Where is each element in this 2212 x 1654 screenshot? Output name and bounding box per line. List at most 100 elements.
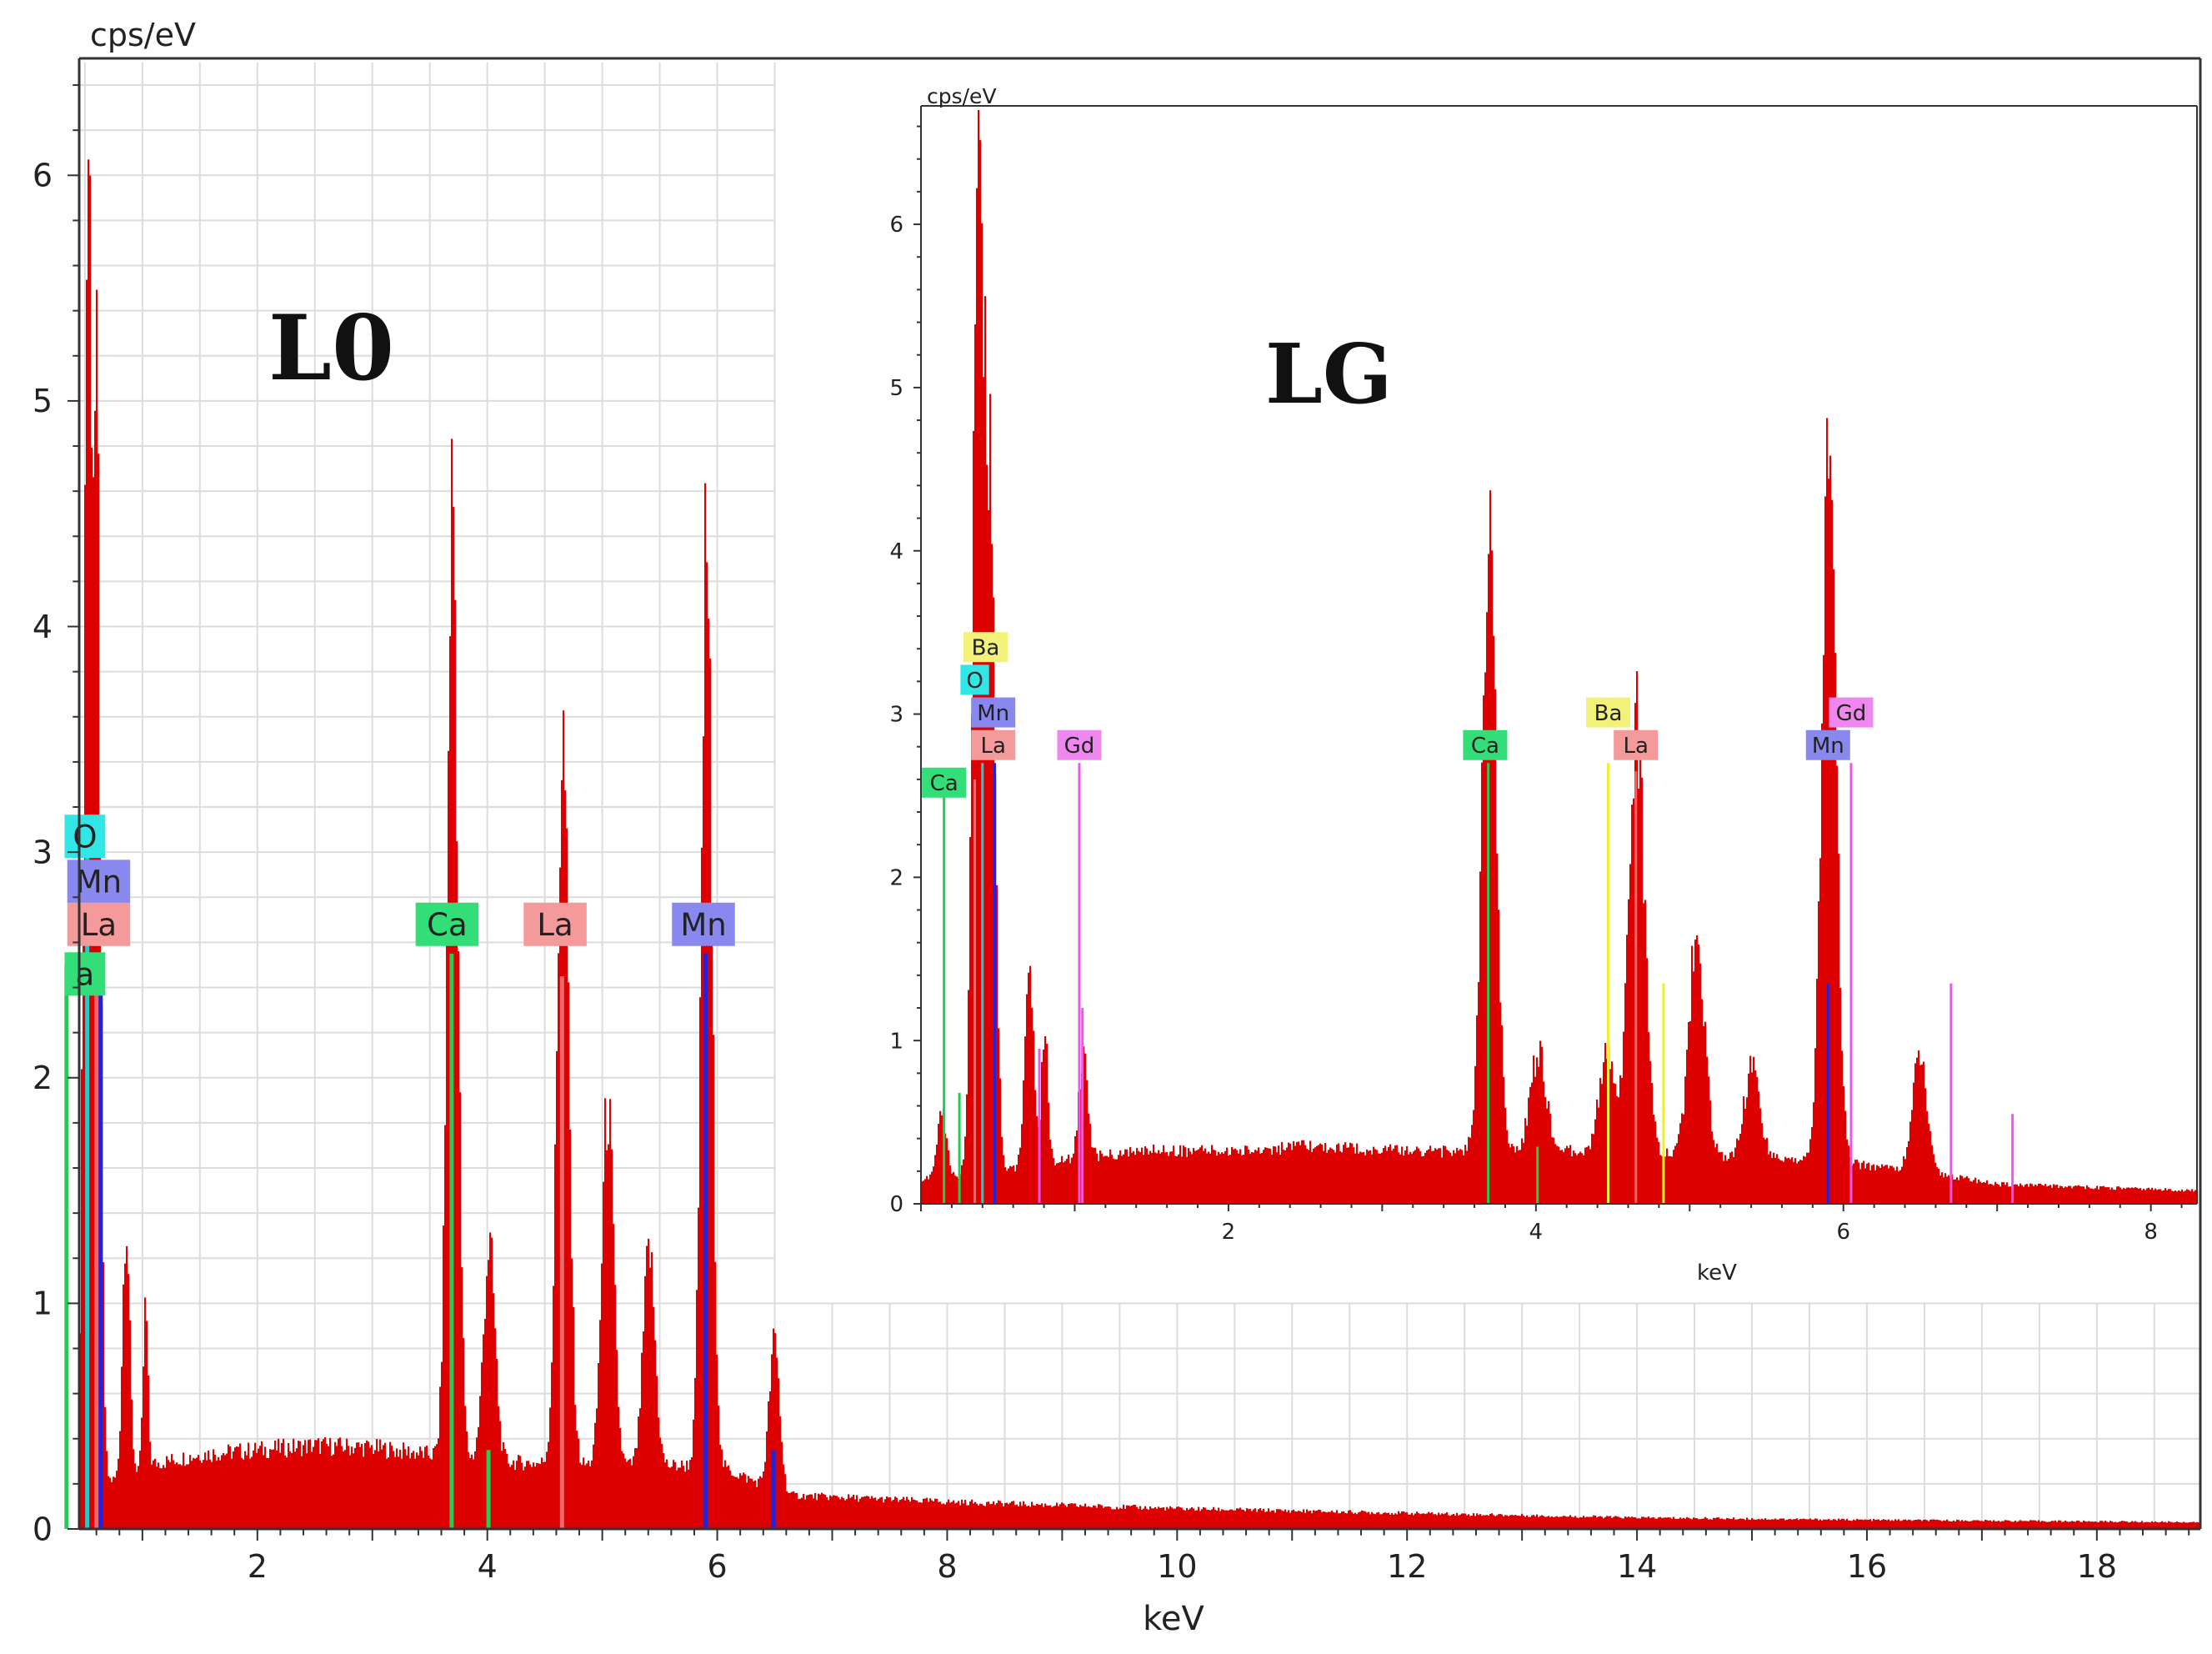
spectrum-bar: [1906, 1520, 1909, 1529]
spectrum-bar: [2026, 1521, 2029, 1529]
spectrum-bar: [1841, 1518, 1844, 1529]
spectrum-bar: [2164, 1188, 2167, 1204]
spectrum-bar: [1748, 1519, 1750, 1529]
spectrum-bar: [1593, 1515, 1595, 1529]
spectrum-bar: [1816, 1518, 1819, 1529]
spectrum-bar: [1001, 1136, 1003, 1204]
x-tick-label: 2: [1222, 1220, 1236, 1245]
spectrum-bar: [1641, 1516, 1644, 1529]
element-label-text: Mn: [1812, 734, 1844, 759]
spectrum-bar: [1418, 1148, 1420, 1204]
spectrum-bar: [1071, 1157, 1073, 1204]
spectrum-bar: [1856, 1159, 1859, 1204]
spectrum-bar: [1946, 1176, 1949, 1204]
spectrum-bar: [948, 1499, 950, 1529]
y-tick-label: 4: [33, 609, 53, 645]
spectrum-bar: [838, 1497, 840, 1529]
spectrum-bar: [858, 1501, 860, 1529]
spectrum-bar: [1336, 1144, 1339, 1204]
spectrum-bar: [1311, 1513, 1314, 1529]
spectrum-bar: [1886, 1165, 1889, 1204]
spectrum-bar: [1299, 1145, 1302, 1204]
element-label-box: [971, 729, 1016, 760]
spectrum-bar: [1049, 1505, 1052, 1529]
spectrum-bar: [1853, 1163, 1855, 1204]
spectrum-bar: [1333, 1150, 1335, 1204]
spectrum-bar: [1114, 1509, 1117, 1529]
spectrum-bar: [1223, 1510, 1225, 1529]
spectrum-bar: [1004, 1502, 1007, 1529]
element-label-mn: Mn: [67, 860, 131, 904]
spectrum-bar: [848, 1494, 850, 1529]
spectrum-bar: [1109, 1149, 1112, 1204]
y-tick-label: 3: [889, 703, 903, 728]
spectrum-bar: [1911, 1110, 1914, 1204]
spectrum-bar: [118, 1458, 120, 1529]
spectrum-bar: [1206, 1510, 1209, 1529]
spectrum-bar: [1478, 1515, 1480, 1529]
spectrum-bar: [1399, 1513, 1402, 1529]
spectrum-bar: [874, 1497, 877, 1529]
spectrum-bar: [589, 1466, 592, 1529]
spectrum-bar: [1676, 1518, 1679, 1529]
spectrum-bar: [1006, 1170, 1008, 1204]
spectrum-bar: [1333, 1512, 1335, 1529]
spectrum-bar: [394, 1456, 397, 1529]
spectrum-bar: [1451, 1514, 1454, 1529]
spectrum-bar: [923, 1180, 925, 1204]
spectrum-bar: [2091, 1188, 2094, 1204]
spectrum-bar: [1138, 1509, 1140, 1529]
spectrum-bar: [1084, 1503, 1087, 1529]
spectrum-bar: [1813, 1102, 1815, 1204]
spectrum-bar: [2038, 1520, 2040, 1529]
spectrum-bar: [2169, 1189, 2172, 1204]
spectrum-bar: [886, 1496, 888, 1529]
element-label-mn: Mn: [971, 697, 1016, 728]
spectrum-bar: [2178, 1522, 2180, 1529]
spectrum-bar: [871, 1496, 873, 1529]
spectrum-bar: [1464, 1145, 1467, 1204]
spectrum-bar: [323, 1439, 325, 1529]
spectrum-bar: [1981, 1183, 1984, 1204]
spectrum-bar: [401, 1458, 403, 1529]
spectrum-bar: [1088, 1506, 1090, 1529]
spectrum-bar: [1178, 1154, 1180, 1204]
spectrum-bar: [1566, 1516, 1569, 1529]
spectrum-bar: [1521, 1138, 1524, 1204]
spectrum-bar: [1983, 1181, 1985, 1204]
spectrum-bar: [1614, 1084, 1617, 1204]
spectrum-bar: [1646, 958, 1649, 1204]
spectrum-bar: [243, 1459, 245, 1529]
spectrum-bar: [409, 1458, 412, 1529]
spectrum-bar: [1786, 1158, 1789, 1204]
spectrum-bar: [398, 1456, 400, 1529]
spectrum-bar: [1544, 1516, 1547, 1529]
spectrum-bar: [161, 1468, 163, 1529]
spectrum-bar: [1596, 1099, 1599, 1204]
spectrum-bar: [1624, 983, 1627, 1204]
spectrum-bar: [1536, 1057, 1539, 1204]
spectrum-bar: [1518, 1150, 1520, 1204]
spectrum-bar: [1408, 1154, 1410, 1204]
spectrum-bar: [1116, 1506, 1119, 1529]
spectrum-bar: [1059, 1161, 1062, 1204]
spectrum-bar: [1788, 1519, 1790, 1529]
spectrum-bar: [2093, 1189, 2095, 1204]
spectrum-bar: [1144, 1506, 1147, 1529]
spectrum-bar: [1726, 1160, 1729, 1204]
spectrum-bar: [843, 1498, 845, 1529]
spectrum-bar: [618, 1406, 620, 1529]
spectrum-bar: [1381, 1514, 1384, 1529]
spectrum-bar: [1118, 1509, 1120, 1529]
spectrum-bar: [1183, 1510, 1185, 1529]
spectrum-bar: [1818, 1520, 1820, 1529]
spectrum-bar: [831, 1496, 833, 1529]
spectrum-bar: [1023, 1080, 1025, 1204]
spectrum-bar: [1798, 1520, 1800, 1529]
spectrum-bar: [494, 1328, 497, 1529]
spectrum-bar: [2014, 1521, 2017, 1529]
spectrum-bar: [389, 1441, 392, 1529]
spectrum-bar: [2178, 1190, 2180, 1204]
spectrum-bar: [1393, 1514, 1395, 1529]
spectrum-bar: [1423, 1513, 1425, 1529]
